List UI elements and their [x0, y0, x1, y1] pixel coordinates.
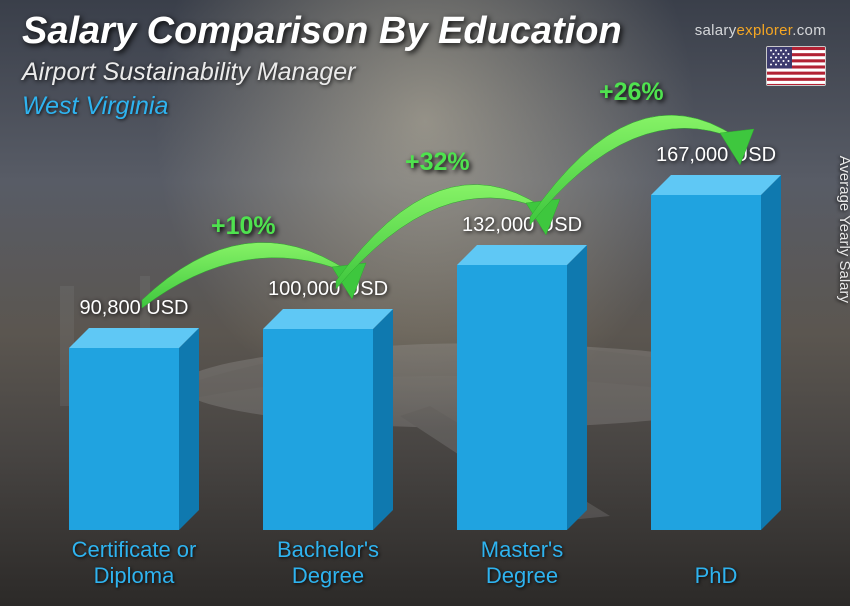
location-label: West Virginia [22, 92, 168, 121]
site-watermark: salaryexplorer.com [695, 22, 826, 39]
watermark-highlight: explorer [737, 22, 793, 39]
job-title: Airport Sustainability Manager [22, 58, 356, 87]
chart-area: Certificate orDiploma90,800 USDBachelor'… [30, 130, 810, 588]
page-title: Salary Comparison By Education [22, 10, 622, 53]
increase-percent: +26% [599, 78, 664, 107]
watermark-pre: salary [695, 22, 737, 39]
chart-canvas: Salary Comparison By Education Airport S… [0, 0, 850, 606]
increase-arc: +26% [30, 130, 810, 588]
watermark-post: .com [792, 22, 826, 39]
y-axis-label: Average Yearly Salary [836, 156, 850, 303]
